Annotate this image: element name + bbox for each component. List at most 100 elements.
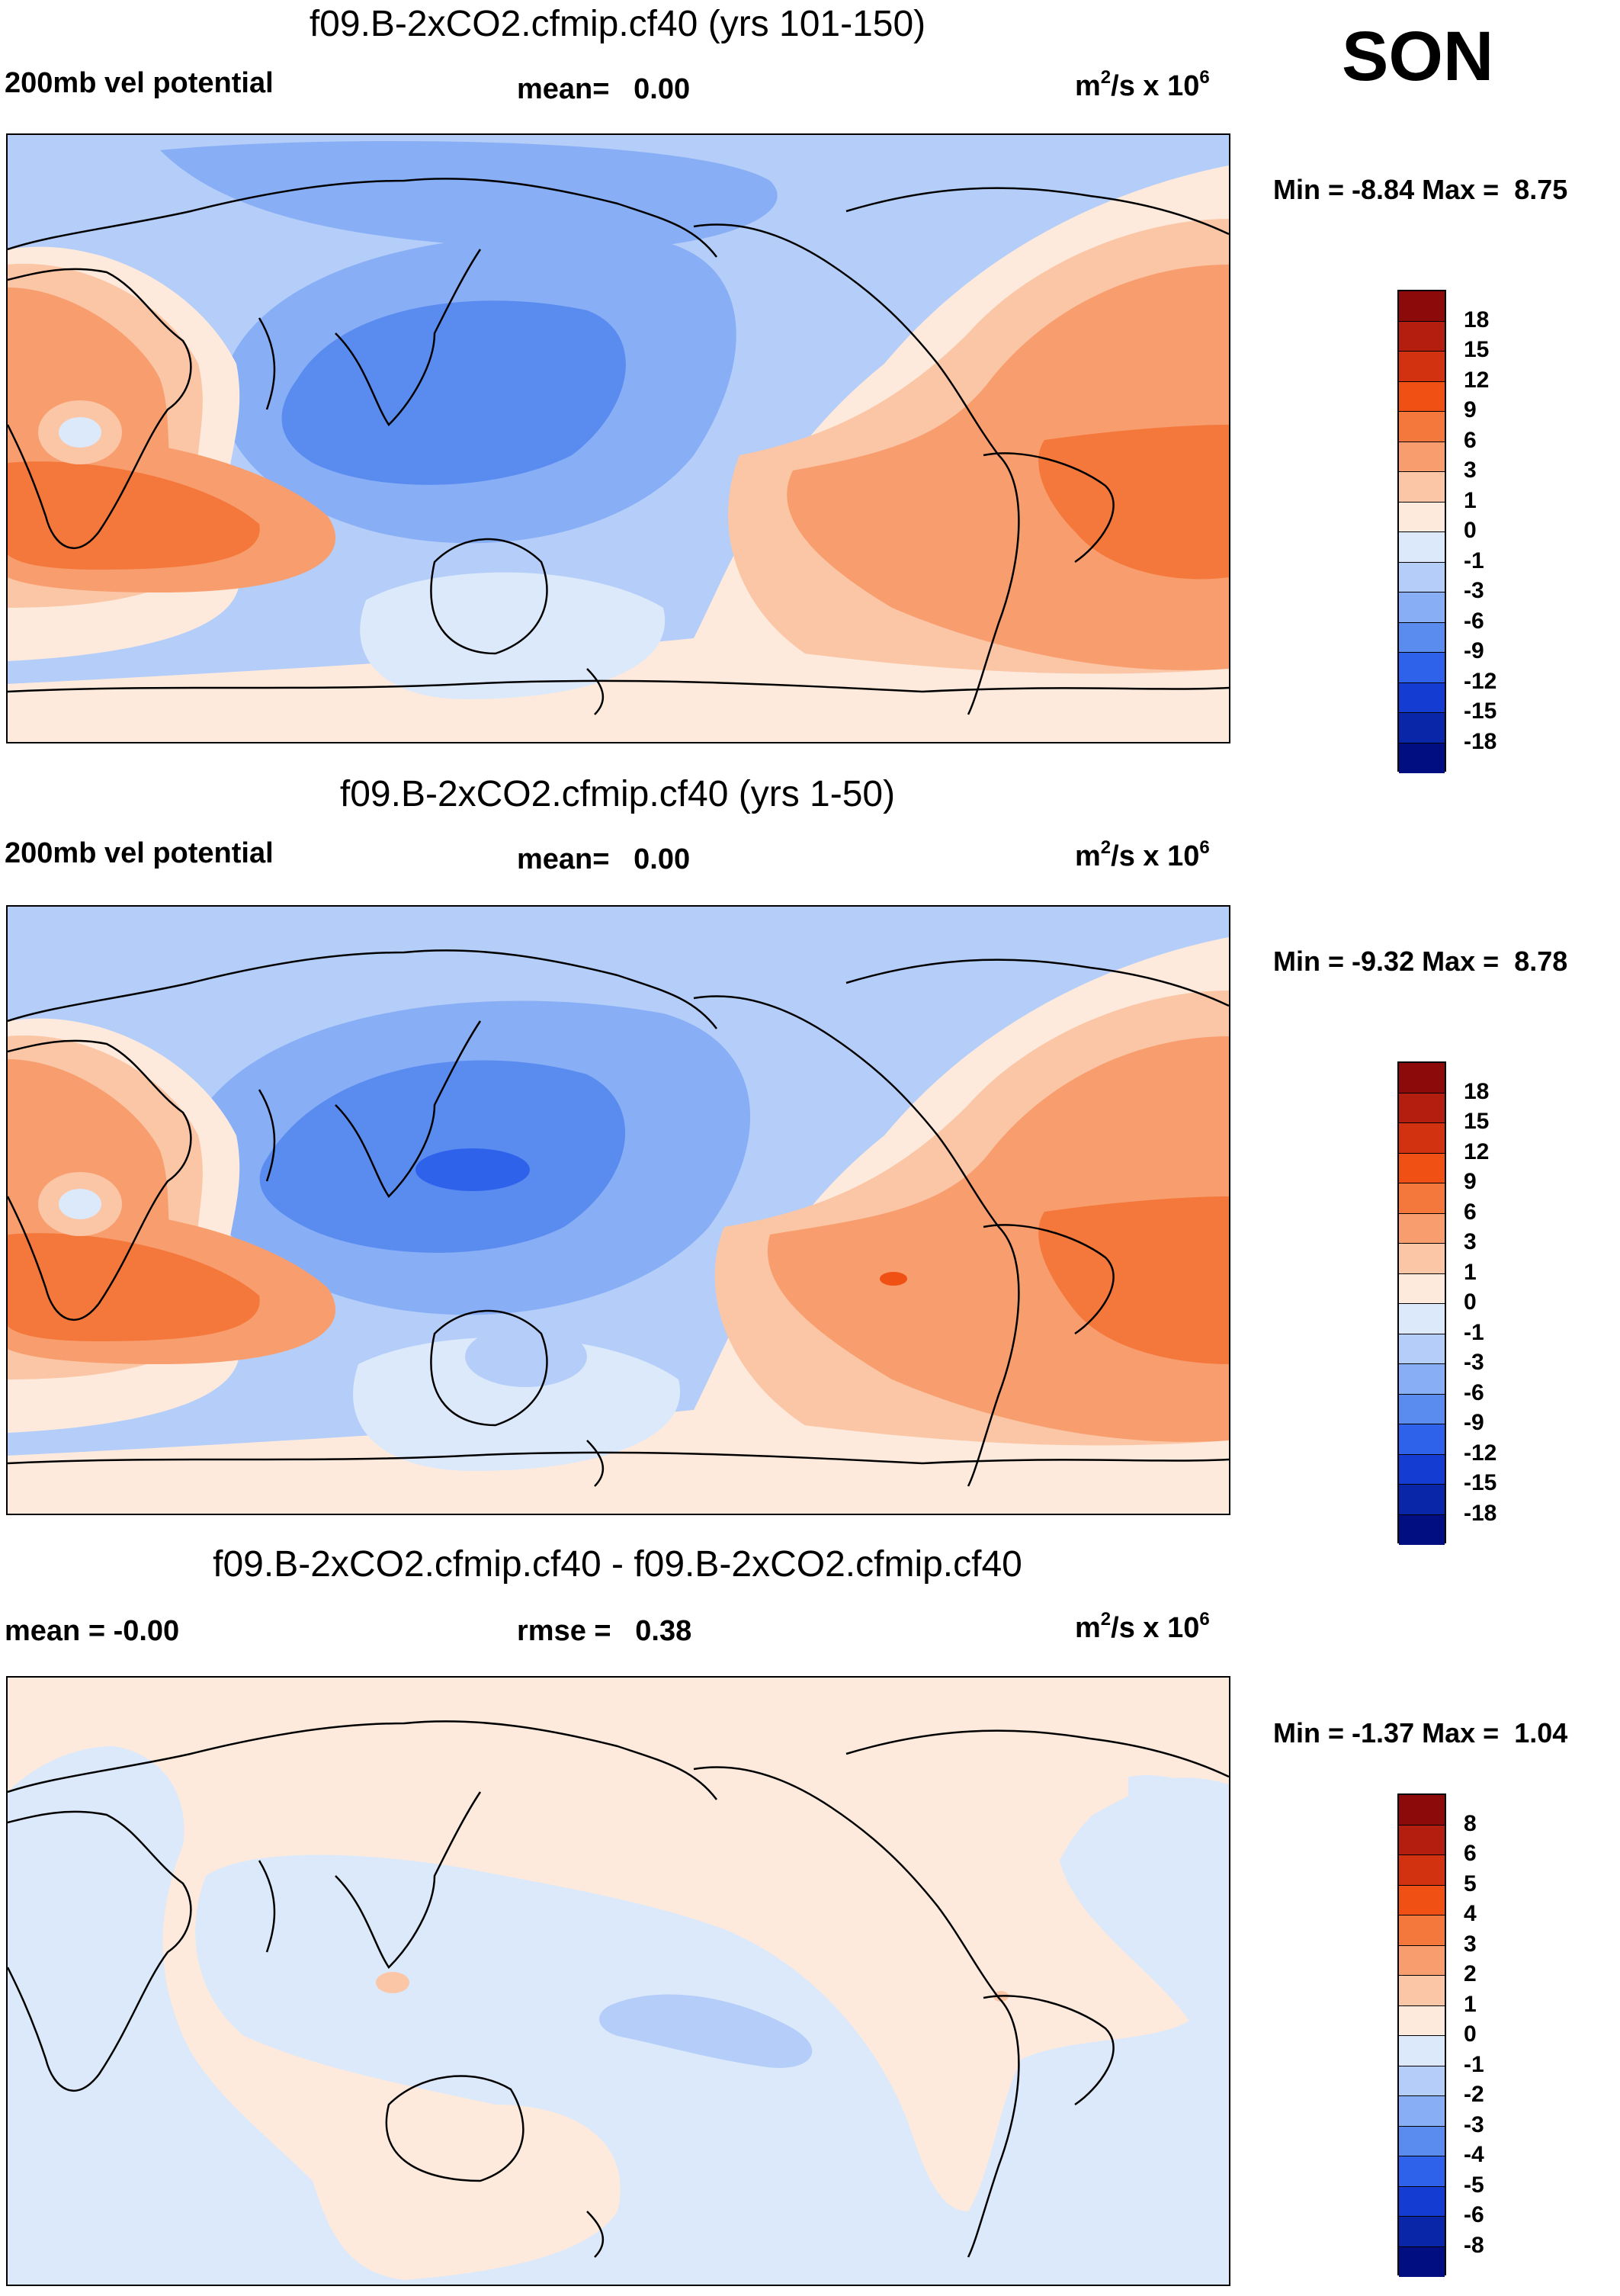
colorbar-tick-label: 4: [1464, 1901, 1477, 1926]
colorbar-segment: [1399, 2036, 1445, 2066]
colorbar-segment: [1399, 472, 1445, 503]
panel-2-stat: mean= 0.00: [517, 843, 690, 876]
panel-2-map: [6, 905, 1230, 1515]
colorbar-tick-label: 0: [1464, 2021, 1477, 2047]
colorbar-segment: [1399, 592, 1445, 623]
colorbar-tick-label: -12: [1464, 1440, 1497, 1466]
colorbar-tick-label: 6: [1464, 1841, 1477, 1866]
colorbar-tick-label: -15: [1464, 1470, 1497, 1495]
colorbar-segment: [1399, 1976, 1445, 2006]
colorbar-segment: [1399, 1273, 1445, 1304]
panel-2-stat-label: mean=: [517, 843, 610, 875]
panel-2-title: f09.B-2xCO2.cfmip.cf40 (yrs 1-50): [339, 774, 896, 814]
panel-3-colorbar: [1397, 1793, 1446, 2277]
colorbar-tick-label: -3: [1464, 578, 1484, 603]
colorbar-segment: [1399, 1123, 1445, 1154]
colorbar-tick-label: 18: [1464, 307, 1490, 332]
colorbar-segment: [1399, 1334, 1445, 1364]
colorbar-tick-label: 6: [1464, 427, 1477, 453]
colorbar-tick-label: 1: [1464, 1259, 1477, 1285]
colorbar-segment: [1399, 1153, 1445, 1183]
colorbar-segment: [1399, 442, 1445, 472]
colorbar-tick-label: -4: [1464, 2142, 1484, 2167]
colorbar-segment: [1399, 1915, 1445, 1946]
panel-1-minmax: Min = -8.84 Max = 8.75: [1273, 174, 1568, 205]
colorbar-tick-label: 0: [1464, 1289, 1477, 1315]
panel-3-stat-value: 0.38: [635, 1615, 692, 1647]
colorbar-segment: [1399, 2066, 1445, 2096]
panel-3-minmax: Min = -1.37 Max = 1.04: [1273, 1717, 1568, 1748]
colorbar-segment: [1399, 2126, 1445, 2156]
colorbar-segment: [1399, 1454, 1445, 1485]
colorbar-segment: [1399, 1514, 1445, 1545]
colorbar-segment: [1399, 1945, 1445, 1976]
colorbar-segment: [1399, 713, 1445, 743]
colorbar-segment: [1399, 1825, 1445, 1855]
panel-3-stat-label: rmse =: [517, 1615, 611, 1647]
colorbar-segment: [1399, 352, 1445, 382]
colorbar-segment: [1399, 321, 1445, 352]
panel-1-title: f09.B-2xCO2.cfmip.cf40 (yrs 101-150): [309, 4, 926, 44]
colorbar-tick-label: -1: [1464, 1319, 1484, 1345]
colorbar-segment: [1399, 1485, 1445, 1515]
colorbar-tick-label: -18: [1464, 728, 1497, 754]
colorbar-tick-label: 3: [1464, 458, 1477, 483]
colorbar-segment: [1399, 502, 1445, 532]
colorbar-segment: [1399, 412, 1445, 442]
colorbar-segment: [1399, 1855, 1445, 1886]
colorbar-segment: [1399, 1244, 1445, 1274]
panel-2-minmax: Min = -9.32 Max = 8.78: [1273, 946, 1568, 977]
colorbar-segment: [1399, 2096, 1445, 2127]
colorbar-tick-label: -15: [1464, 698, 1497, 724]
colorbar-segment: [1399, 622, 1445, 653]
panel-1-stat-value: 0.00: [634, 73, 691, 105]
colorbar-tick-label: -6: [1464, 1379, 1484, 1405]
colorbar-tick-label: 15: [1464, 337, 1490, 362]
panel-1-stat-label: mean=: [517, 73, 610, 105]
colorbar-tick-label: 6: [1464, 1199, 1477, 1225]
colorbar-segment: [1399, 653, 1445, 683]
colorbar-segment: [1399, 291, 1445, 322]
colorbar-tick-label: 18: [1464, 1078, 1490, 1104]
colorbar-tick-label: 12: [1464, 367, 1490, 393]
panel-2-colorbar: [1397, 1061, 1446, 1545]
panel-2-variable-label: 200mb vel potential: [5, 837, 274, 869]
colorbar-segment: [1399, 1885, 1445, 1915]
panel-2-units: m2/s x 106: [1075, 837, 1210, 873]
colorbar-segment: [1399, 1364, 1445, 1395]
colorbar-segment: [1399, 381, 1445, 412]
colorbar-tick-label: -8: [1464, 2232, 1484, 2258]
colorbar-tick-label: 3: [1464, 1931, 1477, 1957]
colorbar-tick-label: 0: [1464, 518, 1477, 543]
colorbar-segment: [1399, 1093, 1445, 1123]
panel-1-variable-label: 200mb vel potential: [5, 67, 274, 99]
colorbar-segment: [1399, 562, 1445, 592]
colorbar-tick-label: 1: [1464, 1991, 1477, 2017]
colorbar-tick-label: -3: [1464, 1350, 1484, 1375]
colorbar-tick-label: -6: [1464, 608, 1484, 634]
panel-3-map: [6, 1676, 1230, 2286]
colorbar-tick-label: -18: [1464, 1500, 1497, 1526]
colorbar-segment: [1399, 2246, 1445, 2277]
colorbar-tick-label: -9: [1464, 1410, 1484, 1435]
colorbar-segment: [1399, 682, 1445, 713]
colorbar-segment: [1399, 1424, 1445, 1455]
colorbar-segment: [1399, 1394, 1445, 1424]
colorbar-tick-label: -1: [1464, 548, 1484, 573]
colorbar-segment: [1399, 1063, 1445, 1093]
colorbar-tick-label: 1: [1464, 487, 1477, 513]
colorbar-segment: [1399, 1795, 1445, 1826]
colorbar-segment: [1399, 2156, 1445, 2187]
colorbar-segment: [1399, 2005, 1445, 2036]
colorbar-tick-label: 12: [1464, 1138, 1490, 1164]
panel-2-stat-value: 0.00: [634, 843, 691, 875]
panel-3-stat: rmse = 0.38: [517, 1615, 691, 1648]
colorbar-tick-label: 15: [1464, 1109, 1490, 1134]
colorbar-segment: [1399, 743, 1445, 773]
colorbar-tick-label: -9: [1464, 638, 1484, 663]
panel-3-mean-label: mean = -0.00: [5, 1615, 180, 1647]
panel-1-stat: mean= 0.00: [517, 73, 690, 106]
colorbar-segment: [1399, 2186, 1445, 2217]
colorbar-segment: [1399, 532, 1445, 563]
colorbar-tick-label: 3: [1464, 1229, 1477, 1254]
